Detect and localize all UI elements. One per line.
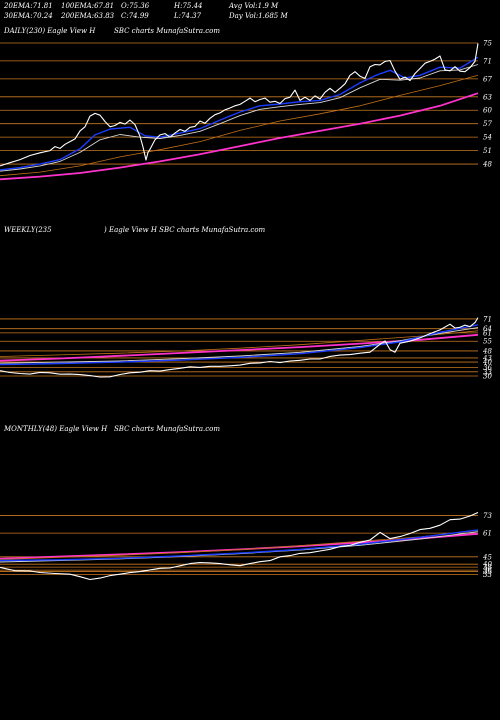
daily-ema200-line <box>0 92 479 181</box>
daily-y-tick-label: 67 <box>483 75 492 83</box>
monthly-y-tick-label: 45 <box>482 553 492 561</box>
stat-open: O:75.36 <box>121 2 150 10</box>
monthly-y-tick-label: 73 <box>483 512 492 520</box>
daily-price-line <box>0 43 479 167</box>
stat-200ema: 200EMA:63.83 <box>61 12 115 20</box>
stat-30ema: 30EMA:70.24 <box>4 12 53 20</box>
daily-y-tick-label: 71 <box>483 57 492 65</box>
monthly-y-tick-label: 35 <box>483 568 492 576</box>
weekly-y-tick-label: 55 <box>483 338 492 346</box>
monthly-ema20-line <box>0 529 479 562</box>
weekly-y-tick-label: 36 <box>483 364 492 372</box>
daily-y-tick-label: 75 <box>483 39 492 47</box>
weekly-y-tick-label: 43 <box>482 354 492 362</box>
daily-y-tick-label: 63 <box>483 93 492 101</box>
daily-y-tick-label: 60 <box>483 107 492 115</box>
stat-high: H:75.44 <box>174 2 203 10</box>
stat-day-vol: Day Vol:1.685 M <box>229 12 288 20</box>
weekly-chart-title-left: WEEKLY(235 <box>4 226 52 234</box>
weekly-y-tick-label: 30 <box>483 373 492 381</box>
weekly-y-tick-label: 71 <box>483 315 492 323</box>
weekly-chart-title-right: ) Eagle View H SBC charts MunafaSutra.co… <box>104 226 266 234</box>
stat-20ema: 20EMA:71.81 <box>4 2 53 10</box>
monthly-price-line <box>0 511 479 581</box>
weekly-y-tick-label: 40 <box>482 359 492 367</box>
monthly-y-tick-label: 40 <box>482 561 492 569</box>
weekly-ema100-line <box>0 330 479 357</box>
daily-y-tick-label: 51 <box>483 147 492 155</box>
weekly-y-tick-label: 61 <box>483 329 492 337</box>
daily-y-tick-label: 48 <box>482 161 492 169</box>
monthly-y-tick-label: 36 <box>483 567 492 575</box>
weekly-y-tick-label: 64 <box>483 325 492 333</box>
daily-chart: 75 71 67 63 60 57 54 51 48 <box>0 39 492 181</box>
stat-avg-vol: Avg Vol:1.9 M <box>229 2 279 10</box>
weekly-ema20-line <box>0 324 479 366</box>
monthly-chart-title-left: MONTHLY(48) Eagle View H <box>4 425 108 433</box>
stat-close: C:74.99 <box>121 12 149 20</box>
monthly-chart-title-right: SBC charts MunafaSutra.com <box>114 425 220 433</box>
monthly-y-tick-label: 38 <box>483 564 492 572</box>
daily-ema30-line <box>0 64 479 172</box>
daily-ema100-line <box>0 74 479 177</box>
weekly-y-tick-label: 48 <box>482 347 492 355</box>
daily-y-tick-label: 57 <box>483 120 492 128</box>
daily-chart-title-left: DAILY(230) Eagle View H <box>4 27 96 35</box>
stat-100ema: 100EMA:67.81 <box>61 2 115 10</box>
monthly-ema100-line <box>0 530 479 560</box>
monthly-ema30-line <box>0 531 479 563</box>
daily-y-tick-label: 54 <box>483 134 492 142</box>
daily-chart-title-right: SBC charts MunafaSutra.com <box>114 27 220 35</box>
weekly-price-line <box>0 317 479 378</box>
weekly-y-tick-label: 33 <box>483 368 492 376</box>
monthly-y-tick-label: 61 <box>483 530 492 538</box>
monthly-y-tick-label: 33 <box>483 571 492 579</box>
daily-ema20-line <box>0 56 479 171</box>
stat-low: L:74.37 <box>174 12 202 20</box>
